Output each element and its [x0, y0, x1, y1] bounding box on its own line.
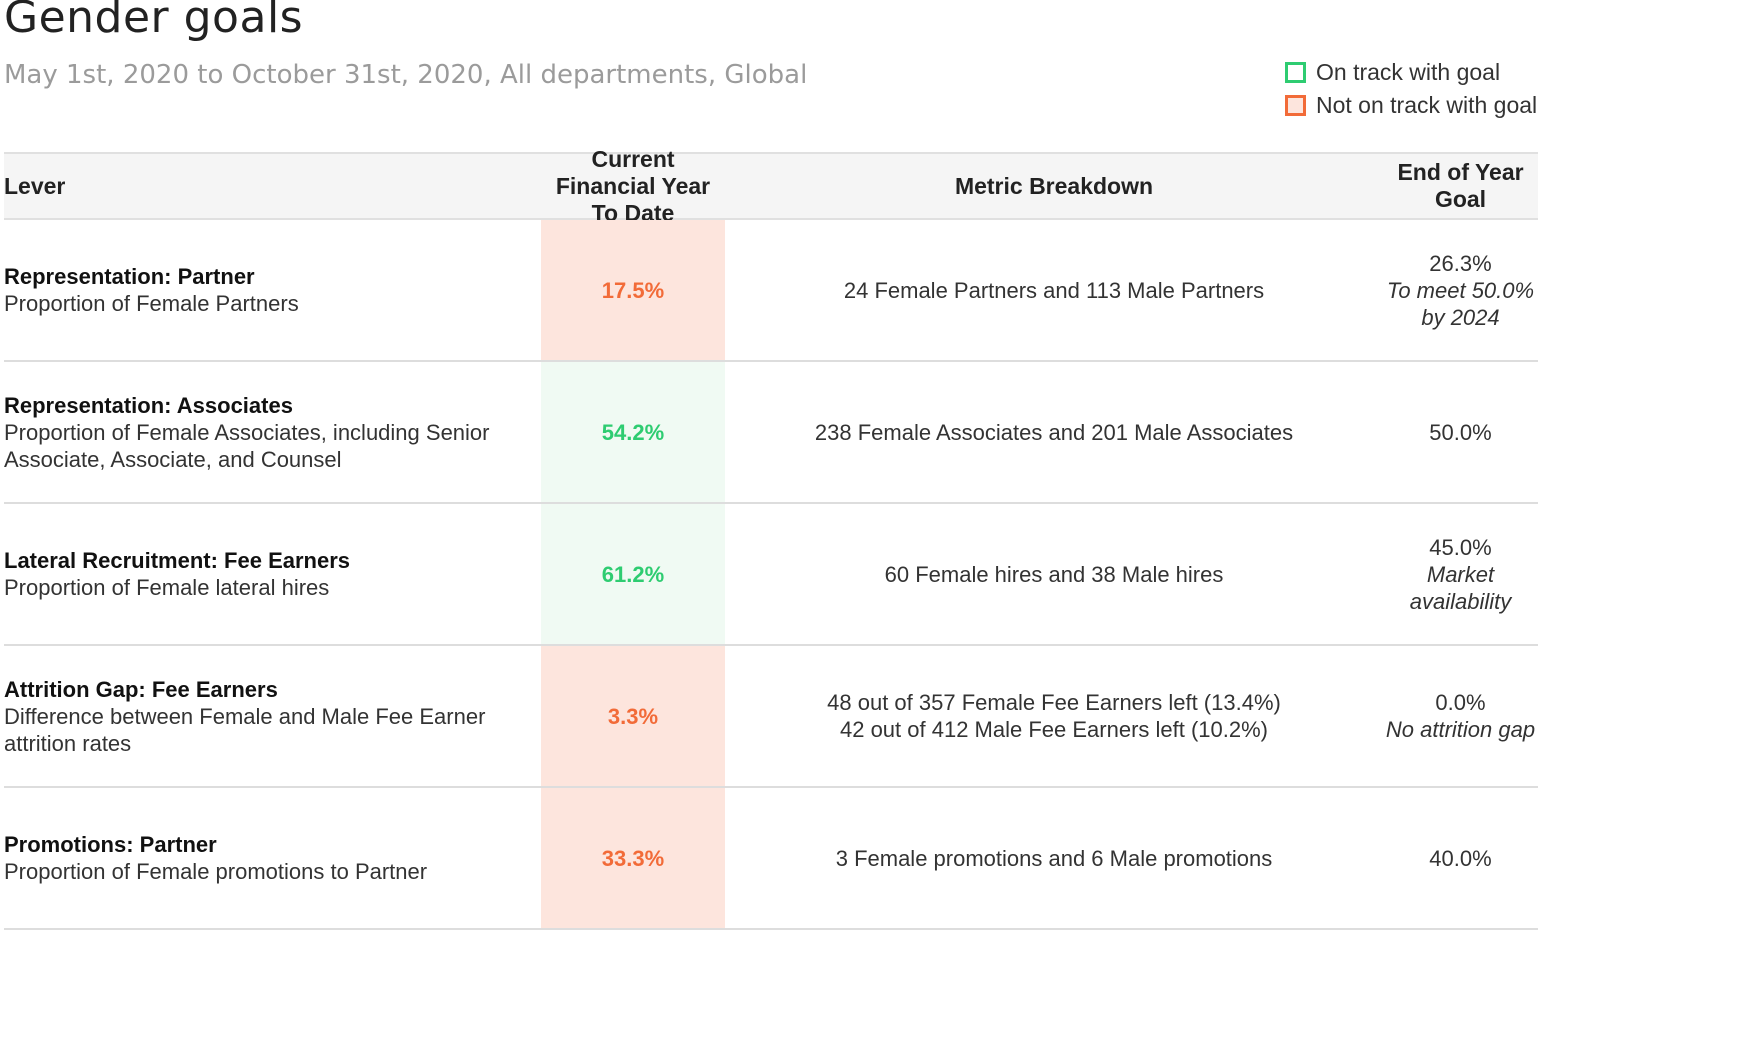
lever-name: Attrition Gap: Fee Earners [4, 676, 278, 702]
current-ytd-value: 54.2% [541, 362, 725, 502]
metric-breakdown-cell: 238 Female Associates and 201 Male Assoc… [725, 362, 1383, 502]
current-ytd-value: 61.2% [541, 504, 725, 644]
end-of-year-goal-cell: 40.0% [1383, 788, 1538, 928]
lever-cell: Representation: Partner Proportion of Fem… [4, 220, 524, 360]
header-metric-breakdown: Metric Breakdown [954, 172, 1154, 199]
goal-note: Market availability [1409, 561, 1512, 614]
lever-description: Proportion of Female Associates, includi… [4, 419, 490, 472]
end-of-year-goal-cell: 45.0% Market availability [1383, 504, 1538, 644]
legend-label: On track with goal [1316, 59, 1501, 85]
metric-breakdown-line: 60 Female hires and 38 Male hires [884, 561, 1224, 587]
table-row: Attrition Gap: Fee Earners Difference bet… [4, 646, 1538, 788]
page-subtitle: May 1st, 2020 to October 31st, 2020, All… [4, 60, 808, 90]
goal-value: 26.3% [1429, 250, 1492, 276]
lever-cell: Lateral Recruitment: Fee Earners Proporti… [4, 504, 524, 644]
legend-swatch-not-on-track [1285, 95, 1306, 116]
goal-note: To meet 50.0% by 2024 [1386, 277, 1535, 330]
legend-item-on-track: On track with goal [1285, 56, 1537, 89]
end-of-year-goal-cell: 26.3% To meet 50.0% by 2024 [1383, 220, 1538, 360]
table-row: Promotions: Partner Proportion of Female … [4, 788, 1538, 930]
metric-breakdown-cell: 60 Female hires and 38 Male hires [725, 504, 1383, 644]
metric-breakdown-cell: 24 Female Partners and 113 Male Partners [725, 220, 1383, 360]
goal-value: 45.0% [1429, 534, 1492, 560]
lever-description: Difference between Female and Male Fee E… [4, 703, 486, 756]
end-of-year-goal-cell: 50.0% [1383, 362, 1538, 502]
legend-swatch-on-track [1285, 62, 1306, 83]
current-ytd-value: 33.3% [541, 788, 725, 928]
end-of-year-goal-cell: 0.0% No attrition gap [1383, 646, 1538, 786]
metric-breakdown-line: 3 Female promotions and 6 Male promotion… [835, 845, 1273, 871]
lever-name: Representation: Associates [4, 392, 293, 418]
legend: On track with goal Not on track with goa… [1285, 56, 1537, 122]
goal-value: 50.0% [1429, 419, 1492, 445]
page-title: Gender goals [4, 0, 304, 43]
lever-description: Proportion of Female promotions to Partn… [4, 859, 428, 884]
lever-description: Proportion of Female Partners [4, 291, 299, 316]
lever-cell: Representation: Associates Proportion of … [4, 362, 524, 502]
table-row: Representation: Partner Proportion of Fem… [4, 220, 1538, 362]
metric-breakdown-cell: 48 out of 357 Female Fee Earners left (1… [725, 646, 1383, 786]
lever-name: Representation: Partner [4, 264, 255, 289]
metric-breakdown-cell: 3 Female promotions and 6 Male promotion… [725, 788, 1383, 928]
table-body: Representation: Partner Proportion of Fem… [4, 220, 1538, 930]
lever-name: Promotions: Partner [4, 832, 217, 857]
metric-breakdown-line: 48 out of 357 Female Fee Earners left (1… [827, 690, 1281, 715]
goal-value: 40.0% [1429, 845, 1492, 871]
lever-description: Proportion of Female lateral hires [4, 575, 330, 600]
lever-cell: Promotions: Partner Proportion of Female … [4, 788, 524, 928]
lever-name: Lateral Recruitment: Fee Earners [4, 548, 351, 573]
header-end-of-year-goal: End of Year Goal [1397, 159, 1524, 212]
legend-item-not-on-track: Not on track with goal [1285, 89, 1537, 122]
current-ytd-value: 3.3% [541, 646, 725, 786]
table-row: Lateral Recruitment: Fee Earners Proporti… [4, 504, 1538, 646]
metric-breakdown-line: 238 Female Associates and 201 Male Assoc… [814, 419, 1294, 445]
goal-note: No attrition gap [1385, 717, 1536, 742]
current-ytd-value: 17.5% [541, 220, 725, 360]
header-lever: Lever [4, 172, 66, 199]
goals-table: Lever Current Financial Year To Date Met… [4, 145, 1538, 930]
table-row: Representation: Associates Proportion of … [4, 362, 1538, 504]
goal-value: 0.0% [1435, 690, 1486, 715]
metric-breakdown-line: 24 Female Partners and 113 Male Partners [843, 277, 1265, 303]
table-header-row: Lever Current Financial Year To Date Met… [4, 145, 1538, 226]
lever-cell: Attrition Gap: Fee Earners Difference bet… [4, 646, 524, 786]
header-current-ytd: Current Financial Year To Date [555, 145, 711, 226]
metric-breakdown-line: 42 out of 412 Male Fee Earners left (10.… [839, 717, 1268, 742]
legend-label: Not on track with goal [1316, 92, 1538, 118]
